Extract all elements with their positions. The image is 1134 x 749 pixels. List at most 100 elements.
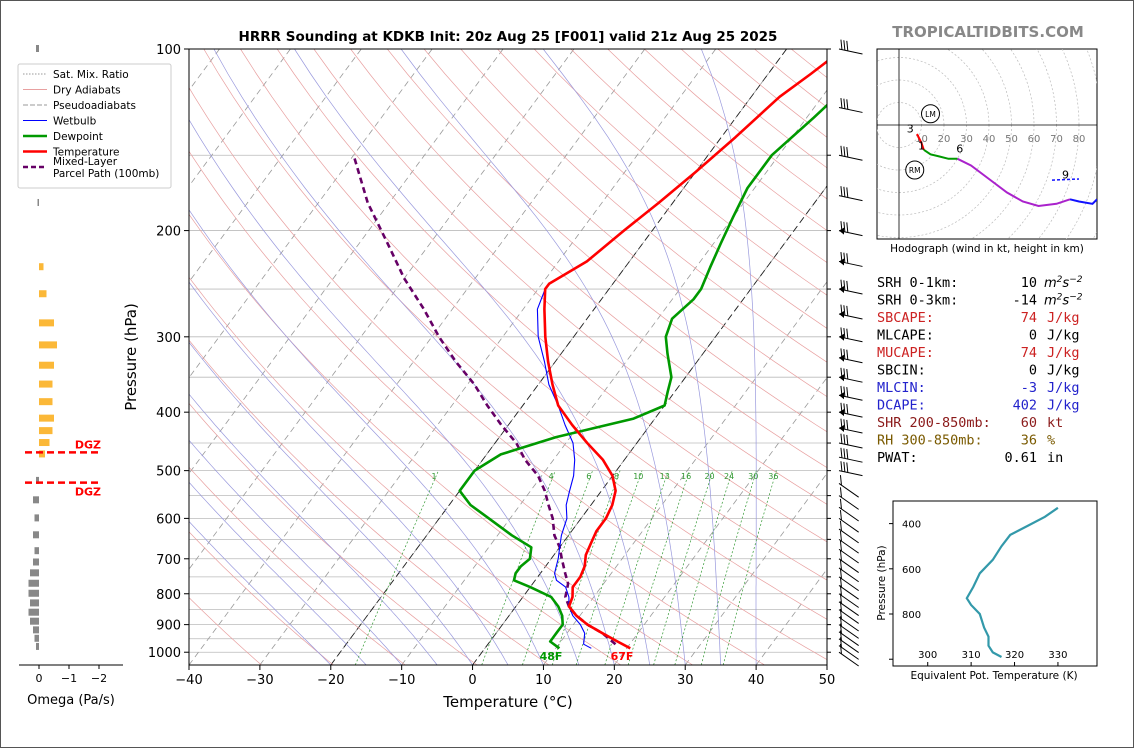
- y-tick-label: 200: [156, 225, 181, 240]
- index-value: -14: [1013, 293, 1037, 309]
- index-value: 60: [1021, 415, 1037, 431]
- hodograph-caption: Hodograph (wind in kt, height in km): [890, 243, 1084, 255]
- isotherm: [1, 49, 7, 665]
- storm-motion-label: RM: [909, 166, 921, 175]
- y-axis-label: Pressure (hPa): [122, 303, 140, 411]
- barb-staff: [839, 483, 859, 497]
- barb-flag: [840, 550, 841, 560]
- index-value: 10: [1021, 275, 1037, 291]
- barb-flag: [844, 368, 845, 378]
- barb-flag: [840, 560, 841, 570]
- y-tick-label: 100: [156, 43, 181, 58]
- barb-flag: [840, 510, 841, 520]
- wind-barb: [839, 531, 859, 553]
- theta-e-x-tick-label: 310: [962, 650, 981, 661]
- pseudo-adiabat: [543, 49, 721, 665]
- isotherm: [260, 49, 716, 665]
- theta-e-y-tick-label: 600: [902, 565, 921, 576]
- hodograph-height-label: 3: [907, 122, 914, 135]
- omega-bar: [33, 558, 39, 565]
- theta-e-axis-label: Equivalent Pot. Temperature (K): [910, 670, 1077, 682]
- barb-flag: [844, 253, 845, 263]
- barb-flag: [840, 521, 841, 531]
- index-value: 402: [1013, 398, 1037, 414]
- barb-flag: [844, 305, 845, 315]
- omega-bar: [33, 626, 39, 633]
- hodograph-height-label: 6: [956, 143, 963, 156]
- surface-dewpoint-label: 48F: [540, 650, 563, 663]
- omega-bar: [39, 362, 54, 369]
- barb-flag: [844, 187, 845, 197]
- omega-bar: [30, 618, 39, 625]
- wind-barb: [839, 521, 859, 543]
- omega-bar: [35, 547, 40, 554]
- barb-flag: [844, 146, 845, 156]
- omega-bar: [39, 427, 53, 434]
- index-label: SBCAPE:: [877, 310, 934, 326]
- wind-barb: [839, 327, 862, 341]
- barb-flag: [844, 419, 845, 429]
- index-label: MLCIN:: [877, 380, 926, 396]
- barb-flag: [847, 281, 848, 291]
- hodograph-ring-label: 20: [938, 134, 951, 145]
- theta-e-y-tick-label: 800: [902, 610, 921, 621]
- omega-bar: [36, 45, 39, 52]
- theta-e-frame: [893, 501, 1097, 666]
- omega-bar: [39, 290, 47, 297]
- index-label: DCAPE:: [877, 398, 926, 414]
- omega-bar: [39, 415, 54, 422]
- wind-barb: [839, 221, 862, 235]
- barb-staff: [839, 471, 862, 476]
- wind-barb: [839, 146, 862, 160]
- wind-barb: [839, 461, 862, 475]
- wind-barb: [839, 475, 859, 497]
- wind-barb: [839, 510, 859, 532]
- barb-flag: [844, 448, 845, 458]
- y-tick-label: 1000: [148, 646, 181, 661]
- index-value: 36: [1021, 433, 1037, 449]
- wind-barb: [839, 348, 862, 362]
- index-unit: J/kg: [1047, 345, 1080, 361]
- barb-flag: [844, 403, 845, 413]
- x-tick-label: −40: [175, 673, 202, 688]
- y-tick-label: 900: [156, 619, 181, 634]
- barb-flag: [847, 369, 848, 379]
- index-label: PWAT:: [877, 450, 918, 466]
- barb-staff: [839, 652, 859, 666]
- y-tick-label: 700: [156, 553, 181, 568]
- barb-flag: [841, 146, 842, 156]
- index-label: SRH 0-3km:: [877, 293, 958, 309]
- index-label: SRH 0-1km:: [877, 275, 958, 291]
- barb-staff: [839, 196, 862, 201]
- wind-barb: [839, 280, 862, 294]
- barb-flag: [841, 40, 842, 50]
- pseudo-adiabat: [295, 49, 650, 665]
- barb-flag: [847, 387, 848, 397]
- barb-flag: [847, 420, 848, 430]
- legend-label: Dry Adiabats: [53, 85, 121, 97]
- x-tick-label: −30: [246, 673, 273, 688]
- barb-staff: [839, 529, 859, 543]
- barb-flag: [844, 99, 845, 109]
- barb-staff: [839, 625, 859, 639]
- barb-flag: [847, 253, 848, 263]
- mixing-ratio-label: 36: [768, 472, 778, 481]
- barb-staff: [839, 107, 862, 112]
- index-value: 74: [1021, 345, 1037, 361]
- omega-bar: [29, 580, 40, 587]
- omega-bar: [39, 263, 44, 270]
- barb-flag: [847, 147, 848, 157]
- x-tick-label: 30: [677, 673, 694, 688]
- series-mixed-layer-parcel-path-100mb-: [354, 155, 616, 644]
- index-unit: J/kg: [1047, 363, 1080, 379]
- index-unit: %: [1047, 433, 1055, 449]
- barb-flag: [844, 328, 845, 338]
- hodograph-ring-label: 40: [983, 134, 996, 145]
- x-tick-label: 10: [535, 673, 552, 688]
- storm-motion-label: LM: [925, 110, 936, 119]
- mixing-ratio-label: 1: [431, 472, 436, 481]
- omega-axis-label: Omega (Pa/s): [27, 693, 115, 708]
